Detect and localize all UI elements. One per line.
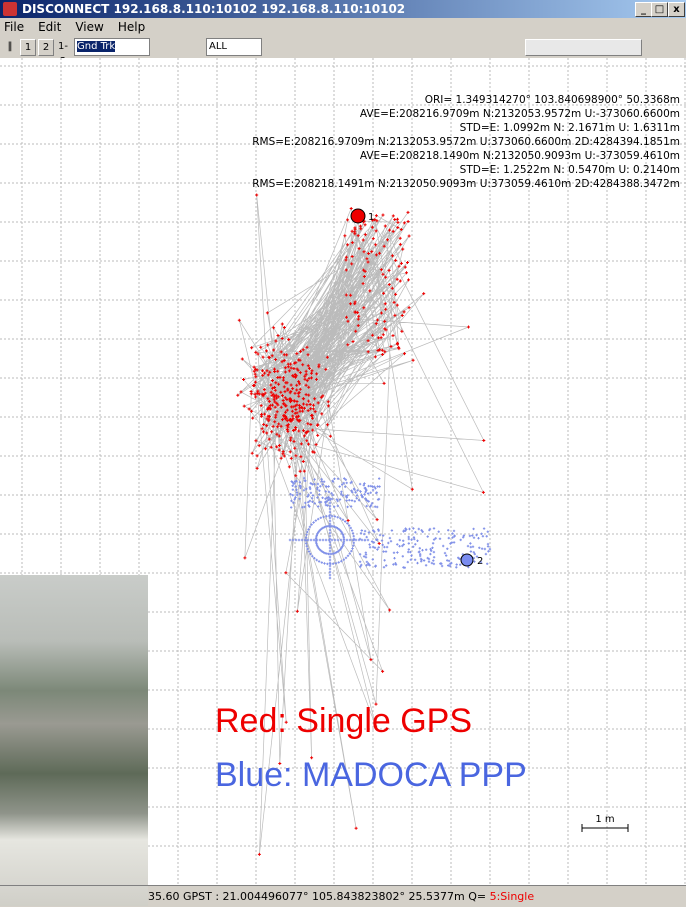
satellite-combo[interactable]: ALL (206, 38, 262, 56)
solution-12-button[interactable]: 1-2 (56, 39, 70, 67)
stats-line: RMS=E:208216.9709m N:2132053.9572m U:373… (252, 136, 680, 148)
menu-item[interactable]: Help (117, 20, 146, 34)
single-points (236, 193, 486, 856)
app-icon (3, 2, 17, 16)
menu-item[interactable]: File (4, 20, 25, 34)
toolbar: ‖ 1 2 1-2 Gnd Trk ALL (0, 36, 686, 67)
grid (0, 58, 686, 885)
stats-line: ORI= 1.349314270° 103.840698900° 50.3368… (425, 94, 680, 106)
ppp-points (288, 476, 492, 580)
status-text: 35.60 GPST : 21.004496077° 105.843823802… (148, 890, 487, 903)
stats-line: AVE=E:208218.1490m N:2132050.9093m U:-37… (360, 150, 680, 162)
menu-bar: File Edit View Help (0, 18, 686, 36)
solution-1-button[interactable]: 1 (20, 39, 36, 56)
status-bar: 35.60 GPST : 21.004496077° 105.843823802… (0, 885, 686, 907)
status-wrap: 35.60 GPST : 21.004496077° 105.843823802… (148, 886, 534, 907)
window-title: DISCONNECT 192.168.8.110:10102 192.168.8… (22, 2, 406, 16)
track-line (237, 194, 485, 855)
photo-overlay (0, 575, 148, 906)
marker-2-label: 2 (477, 556, 483, 567)
marker-2 (460, 553, 474, 567)
stats: ORI= 1.349314270° 103.840698900° 50.3368… (252, 94, 680, 190)
minimize-button[interactable]: _ (635, 2, 652, 17)
scale-label: 1 m (595, 814, 614, 825)
stats-line: AVE=E:208216.9709m N:2132053.9572m U:-37… (360, 108, 680, 120)
close-button[interactable]: x (668, 2, 685, 17)
marker-1-label: 1 (368, 212, 374, 223)
satellite-filter: ALL (209, 41, 227, 52)
plot-type-combo[interactable]: Gnd Trk (74, 38, 150, 56)
track (236, 193, 492, 856)
title-bar: DISCONNECT 192.168.8.110:10102 192.168.8… (0, 0, 686, 18)
pause-button[interactable]: ‖ (4, 39, 16, 54)
stats-line: RMS=E:208218.1491m N:2132050.9093m U:373… (252, 178, 680, 190)
marker-1 (350, 208, 366, 224)
time-slider[interactable] (525, 39, 642, 56)
plot-type: Gnd Trk (77, 41, 116, 52)
maximize-button[interactable]: □ (651, 2, 668, 17)
stats-line: STD=E: 1.0992m N: 2.1671m U: 1.6311m (460, 122, 680, 134)
status-quality: 5:Single (489, 890, 535, 903)
menu-item[interactable]: Edit (38, 20, 62, 34)
solution-2-button[interactable]: 2 (38, 39, 54, 56)
menu-item[interactable]: View (75, 20, 104, 34)
stats-line: STD=E: 1.2522m N: 0.5470m U: 0.2140m (460, 164, 680, 176)
